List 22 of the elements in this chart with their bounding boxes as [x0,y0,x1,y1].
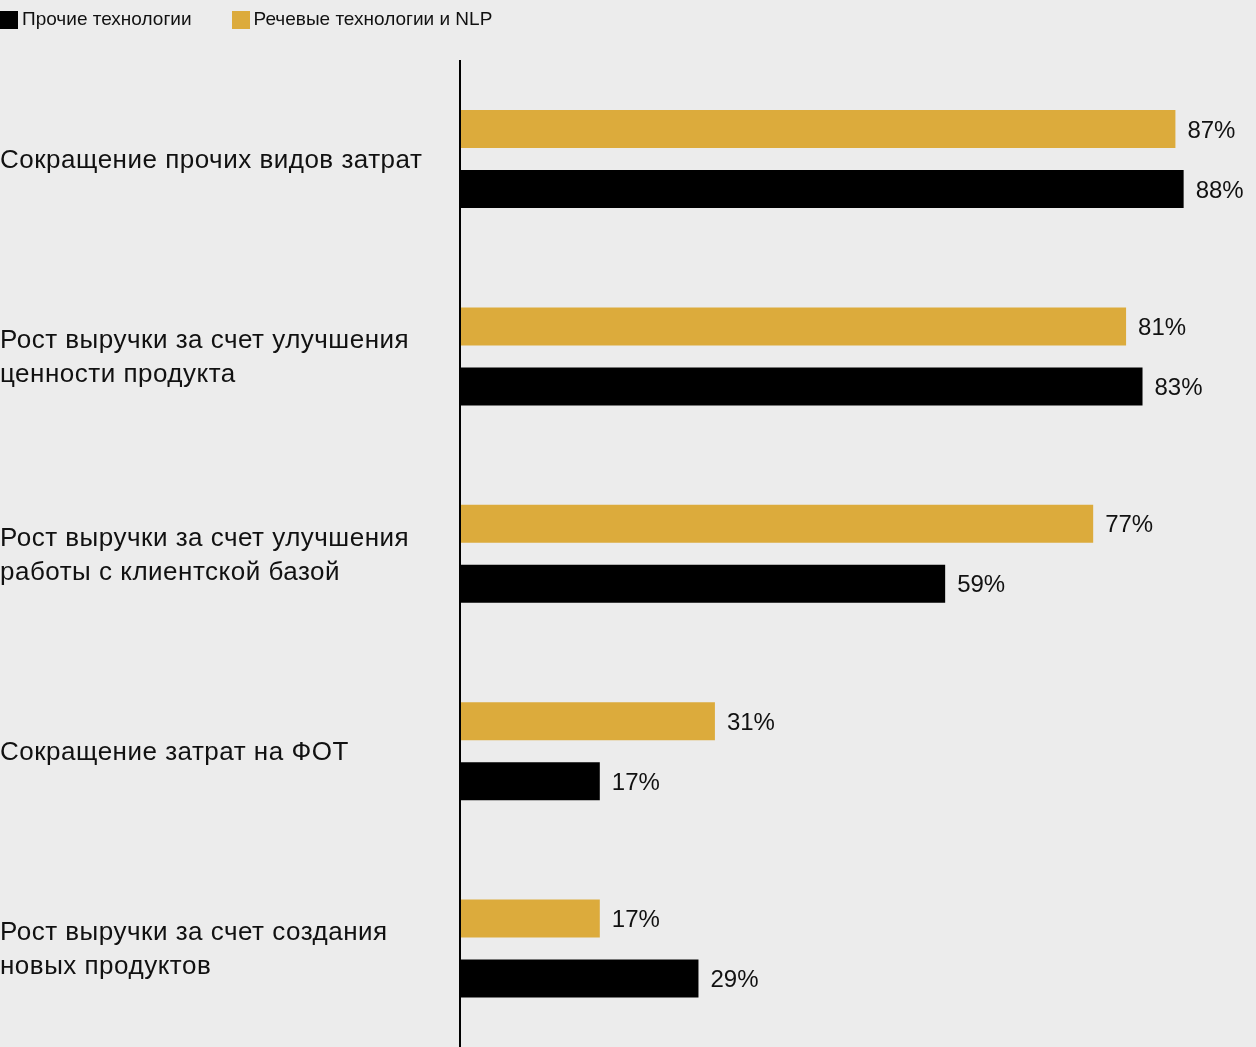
bar [460,899,600,938]
bar [460,702,715,741]
y-tick-label: Сокращение прочих видов затрат [0,142,423,176]
y-tick-label: Рост выручки за счет улучшения ценности продукта [0,323,411,391]
data-label: 77% [1105,510,1154,538]
y-tick-label: Рост выручки за счет создания новых продуктов [0,915,389,983]
data-label: 83% [1154,372,1203,400]
bar [460,110,1176,148]
y-tick-label: Сокращение затрат на ФОТ [0,734,349,768]
legend-label: Речевые технологии и NLP [253,8,493,29]
data-label: 87% [1187,115,1236,143]
data-label: 29% [710,965,759,993]
legend-label: Прочие технологии [22,8,192,29]
data-label: 88% [1195,175,1244,203]
data-label: 59% [957,570,1006,598]
bar [460,307,1127,346]
data-label: 17% [611,905,660,933]
data-label: 81% [1138,312,1187,340]
data-label: 31% [726,707,775,735]
bar [460,504,1094,543]
data-label: 17% [611,767,660,795]
y-tick-label: Рост выручки за счет улучшения работы с клиентской базой [0,520,411,588]
